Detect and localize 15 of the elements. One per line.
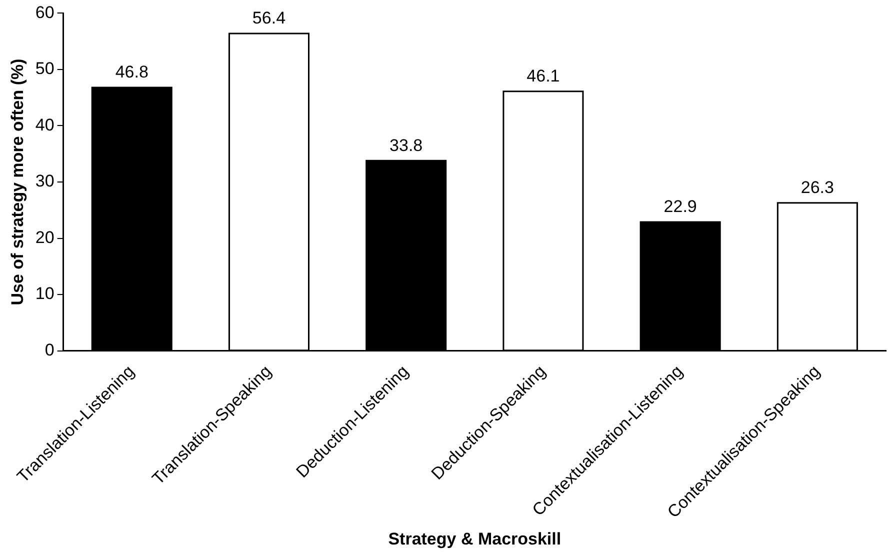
y-tick-label: 10: [35, 284, 54, 304]
data-label: 56.4: [252, 8, 286, 28]
data-label: 33.8: [390, 136, 423, 155]
data-label: 26.3: [800, 178, 834, 198]
y-tick-label: 20: [35, 228, 54, 247]
data-label: 46.8: [115, 62, 148, 82]
data-label: 22.9: [664, 197, 697, 216]
y-tick-label: 60: [35, 2, 54, 22]
y-tick-label: 40: [35, 115, 54, 134]
y-tick-label: 30: [35, 172, 54, 191]
data-label: 46.1: [526, 66, 560, 86]
y-axis-title: Use of strategy more often (%): [8, 58, 27, 306]
y-tick-label: 50: [35, 59, 54, 78]
x-axis-title: Strategy & Macroskill: [388, 529, 562, 548]
y-tick-label: 0: [44, 340, 54, 360]
